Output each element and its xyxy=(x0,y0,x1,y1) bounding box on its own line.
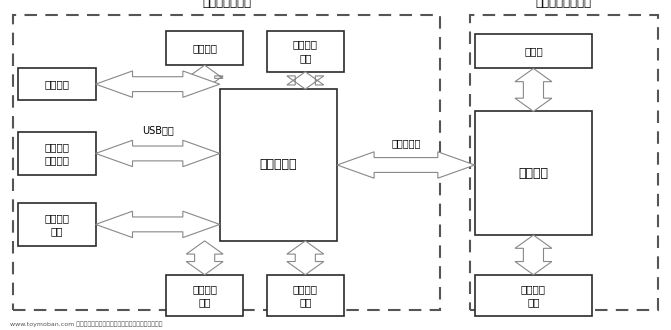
Text: 信息显示
提醒: 信息显示 提醒 xyxy=(293,40,318,63)
Text: 服务器端: 服务器端 xyxy=(519,167,548,180)
Polygon shape xyxy=(96,140,220,167)
Bar xyxy=(475,34,592,69)
Polygon shape xyxy=(287,241,324,275)
Text: 应用程序
界面: 应用程序 界面 xyxy=(521,284,546,307)
Bar xyxy=(19,69,96,100)
Bar xyxy=(475,275,592,316)
Text: 服务器远程监督端: 服务器远程监督端 xyxy=(535,0,592,9)
Text: 智能药箱端: 智能药箱端 xyxy=(260,158,297,172)
Bar xyxy=(19,203,96,246)
Bar xyxy=(267,275,344,316)
Polygon shape xyxy=(186,241,223,275)
Bar xyxy=(220,89,337,241)
Bar xyxy=(166,275,243,316)
Text: 互联网通信: 互联网通信 xyxy=(391,139,421,148)
Text: 智能药箱客户端: 智能药箱客户端 xyxy=(202,0,251,9)
Text: 药物信息
存储: 药物信息 存储 xyxy=(192,284,217,307)
Text: 数据库: 数据库 xyxy=(524,46,543,56)
Text: 网络参数
配置界面: 网络参数 配置界面 xyxy=(44,142,70,165)
Polygon shape xyxy=(515,69,552,112)
Bar xyxy=(13,15,440,310)
Polygon shape xyxy=(96,71,220,97)
Polygon shape xyxy=(337,152,475,178)
Bar xyxy=(166,31,243,65)
Text: 药量数目
监测: 药量数目 监测 xyxy=(44,213,70,236)
Polygon shape xyxy=(96,211,220,238)
Polygon shape xyxy=(515,235,552,275)
Text: 电源供电: 电源供电 xyxy=(192,43,217,53)
Text: 取药状态
采集: 取药状态 采集 xyxy=(293,284,318,307)
Bar xyxy=(475,112,592,235)
Polygon shape xyxy=(287,72,324,89)
Text: 闹铃提醒: 闹铃提醒 xyxy=(44,79,70,89)
Bar xyxy=(470,15,658,310)
Bar xyxy=(19,132,96,175)
Text: USB通信: USB通信 xyxy=(142,125,174,135)
Bar xyxy=(267,31,344,72)
Polygon shape xyxy=(186,65,223,89)
Text: www.toymoban.com 网络图片仅供展示，非存储，如有侵权请联系删除。: www.toymoban.com 网络图片仅供展示，非存储，如有侵权请联系删除。 xyxy=(10,321,162,327)
